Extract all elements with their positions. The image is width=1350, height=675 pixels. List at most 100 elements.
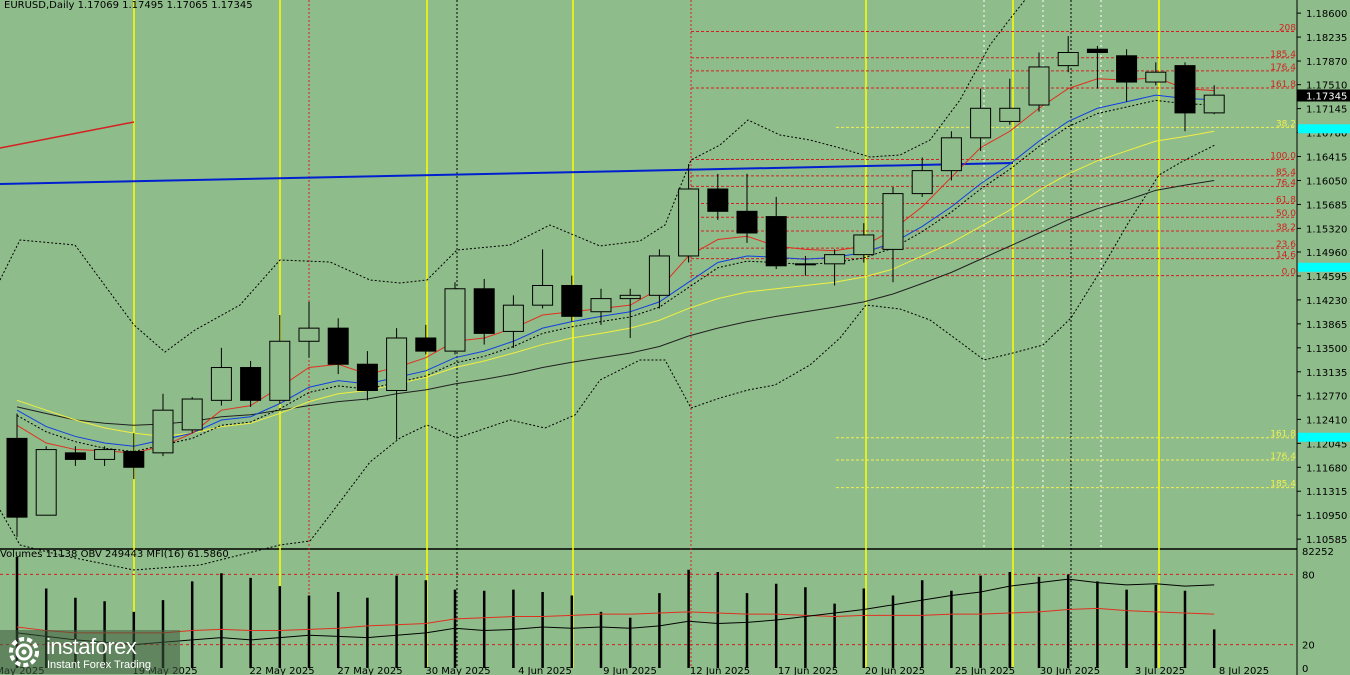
x-axis-label: 25 Jun 2025 — [955, 666, 1015, 675]
volume-axis-label: 0 — [1302, 664, 1308, 675]
fib-level-label: 208 — [1279, 24, 1296, 34]
ma-blue-line — [16, 94, 1215, 447]
fib-level-label: 0.0 — [1282, 268, 1297, 278]
y-tick-label: 1.14960 — [1306, 248, 1347, 259]
y-tick-label: 1.13135 — [1306, 368, 1347, 379]
volume-axis-label: 82252 — [1302, 547, 1334, 558]
y-tick-label: 1.13865 — [1306, 320, 1347, 331]
bull-candle-body — [911, 170, 933, 195]
bull-candle-body — [269, 340, 291, 401]
fib-level-label: 161.8 — [1270, 430, 1296, 440]
ma-black-line — [16, 179, 1215, 426]
x-axis-label: 17 Jun 2025 — [778, 666, 838, 675]
x-axis-label: 27 May 2025 — [337, 666, 402, 675]
candle — [911, 157, 933, 197]
price-axis-highlight — [1298, 432, 1350, 442]
candle — [415, 324, 437, 355]
candle — [999, 78, 1021, 125]
candle — [561, 275, 583, 322]
candle — [765, 196, 787, 270]
bull-candle-body — [824, 254, 846, 265]
candle — [678, 164, 700, 263]
candle — [444, 282, 466, 355]
fib-level-label: 38.2 — [1276, 223, 1296, 233]
candle — [269, 315, 291, 404]
bull-candle-body — [999, 107, 1021, 122]
x-axis-label: 12 Jun 2025 — [690, 666, 750, 675]
bear-candle-body — [356, 363, 378, 391]
x-axis-label: 9 Jun 2025 — [603, 666, 657, 675]
candle — [473, 278, 495, 345]
candle — [1057, 36, 1079, 73]
y-tick-label: 1.11680 — [1306, 463, 1347, 474]
bull-candle-body — [386, 337, 408, 391]
candle — [648, 249, 670, 309]
x-axis-label: 4 Jun 2025 — [518, 666, 572, 675]
bull-candle-body — [210, 367, 232, 401]
candle — [240, 360, 262, 407]
y-tick-label: 1.10950 — [1306, 511, 1347, 522]
fib-level-label: 61.8 — [1276, 195, 1296, 205]
candle — [1174, 62, 1196, 132]
blue-trend-line — [0, 162, 1014, 185]
bear-candle-body — [473, 288, 495, 334]
volume-axis-label: 20 — [1302, 641, 1315, 652]
y-tick-label: 1.18235 — [1306, 33, 1347, 44]
candle — [824, 249, 846, 286]
bull-candle-body — [181, 398, 203, 431]
candle — [181, 397, 203, 434]
y-tick-label: 1.18600 — [1306, 9, 1347, 20]
fib-level-label: 50.0 — [1276, 209, 1296, 219]
lower-band — [0, 144, 1216, 571]
bear-candle-body — [123, 451, 145, 468]
bull-candle-body — [152, 409, 174, 454]
fib-level-label: 76.4 — [1276, 178, 1296, 188]
bull-candle-body — [678, 188, 700, 257]
bull-candle-body — [298, 327, 320, 342]
y-tick-label: 1.17870 — [1306, 57, 1347, 68]
volume-axis-label: 80 — [1302, 570, 1315, 581]
x-axis-label: 22 May 2025 — [249, 666, 314, 675]
candle — [327, 318, 349, 375]
candle — [6, 413, 28, 537]
bull-candle-body — [532, 284, 554, 306]
candle — [1203, 85, 1225, 115]
bear-candle-body — [64, 452, 86, 460]
y-tick-label: 1.16415 — [1306, 153, 1347, 164]
bear-candle-body — [561, 284, 583, 317]
bull-candle-body — [502, 304, 524, 332]
bull-candle-body — [35, 449, 57, 516]
candle — [502, 295, 524, 348]
bull-candle-body — [444, 288, 466, 352]
candle — [1145, 62, 1167, 86]
bear-candle-body — [765, 216, 787, 267]
y-tick-label: 1.12770 — [1306, 392, 1347, 403]
fib-level-label: 176.4 — [1270, 63, 1296, 73]
candle — [94, 446, 116, 466]
y-tick-label: 1.16050 — [1306, 176, 1347, 187]
fib-level-label: 176.4 — [1270, 452, 1296, 462]
fib-level-label: 38.2 — [1276, 119, 1296, 129]
bull-candle-body — [1028, 66, 1050, 106]
candle — [532, 249, 554, 309]
bull-candle-body — [1145, 71, 1167, 83]
bull-candle-body — [970, 107, 992, 139]
candle — [736, 173, 758, 243]
y-tick-label: 1.16780 — [1306, 129, 1347, 140]
bear-candle-body — [1174, 65, 1196, 114]
candle — [940, 131, 962, 181]
logo-wordmark: instaforex — [46, 634, 137, 659]
y-tick-label: 1.12045 — [1306, 439, 1347, 450]
bull-candle-body — [619, 294, 641, 300]
fib-level-label: 23.6 — [1276, 240, 1296, 250]
candle — [970, 88, 992, 151]
candle — [882, 187, 904, 283]
y-tick-label: 1.15320 — [1306, 224, 1347, 235]
bear-candle-body — [6, 437, 28, 518]
ma-yellow-line — [16, 130, 1215, 437]
y-tick-label: 1.10585 — [1306, 535, 1347, 546]
bull-candle-body — [853, 234, 875, 256]
bull-candle-body — [590, 298, 612, 313]
obv-line — [16, 578, 1215, 646]
